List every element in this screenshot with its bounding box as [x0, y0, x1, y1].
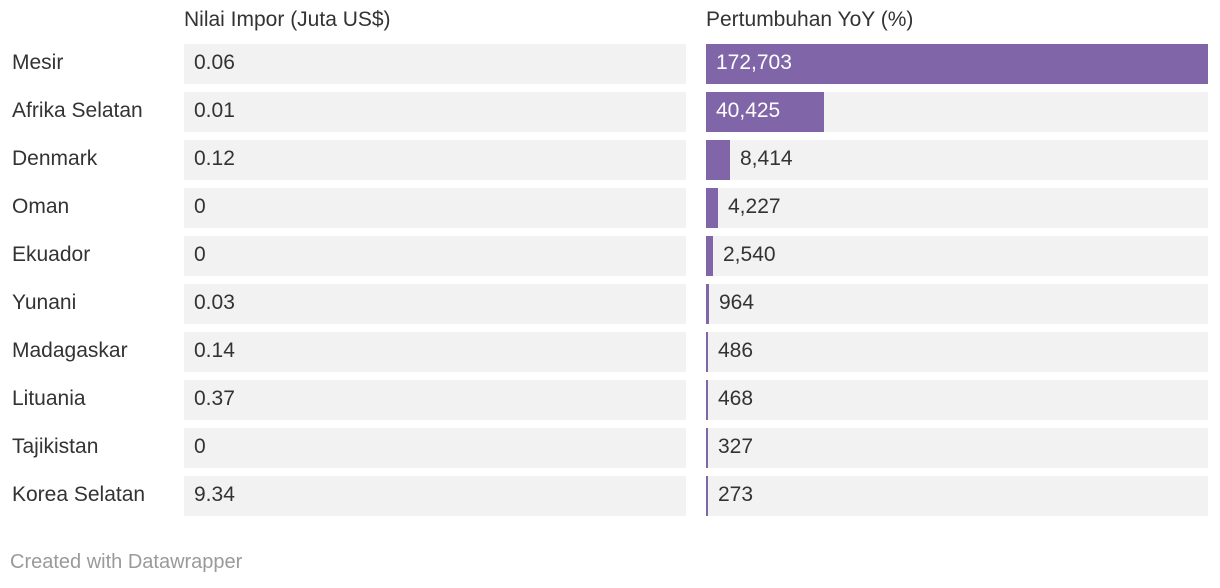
growth-cell: 40,425	[706, 92, 1208, 132]
country-label: Oman	[12, 195, 70, 218]
column-header-imports: Nilai Impor (Juta US$)	[184, 8, 391, 31]
country-label: Ekuador	[12, 243, 91, 266]
import-cell: 0	[184, 236, 686, 276]
table-row: Afrika Selatan 0.01 40,425	[0, 92, 1220, 132]
import-value: 0.01	[194, 99, 235, 122]
growth-bar	[706, 140, 730, 180]
growth-value: 2,540	[723, 243, 776, 266]
import-cell: 0	[184, 428, 686, 468]
table-row: Madagaskar 0.14 486	[0, 332, 1220, 372]
growth-cell: 8,414	[706, 140, 1208, 180]
country-label: Afrika Selatan	[12, 99, 143, 122]
table-row: Korea Selatan 9.34 273	[0, 476, 1220, 516]
data-table: Mesir 0.06 172,703 Afrika Selatan 0.01 40,425…	[0, 44, 1220, 524]
import-value: 0.12	[194, 147, 235, 170]
growth-bar	[706, 476, 708, 516]
import-cell: 0.03	[184, 284, 686, 324]
country-label: Lituania	[12, 387, 86, 410]
growth-value: 40,425	[716, 99, 781, 122]
import-value: 0	[194, 195, 206, 218]
import-cell: 0	[184, 188, 686, 228]
growth-cell: 273	[706, 476, 1208, 516]
import-value: 0.37	[194, 387, 235, 410]
import-value: 0.06	[194, 51, 235, 74]
growth-value: 4,227	[728, 195, 781, 218]
import-cell: 0.01	[184, 92, 686, 132]
table-row: Mesir 0.06 172,703	[0, 44, 1220, 84]
import-value: 0.14	[194, 339, 235, 362]
growth-cell: 172,703	[706, 44, 1208, 84]
growth-value: 273	[718, 483, 754, 506]
column-header-growth: Pertumbuhan YoY (%)	[706, 8, 914, 31]
growth-value: 8,414	[740, 147, 793, 170]
import-value: 0	[194, 243, 206, 266]
growth-cell: 486	[706, 332, 1208, 372]
country-label: Mesir	[12, 51, 64, 74]
growth-bar	[706, 332, 708, 372]
table-row: Yunani 0.03 964	[0, 284, 1220, 324]
growth-value: 486	[718, 339, 754, 362]
import-cell: 0.37	[184, 380, 686, 420]
import-cell: 0.12	[184, 140, 686, 180]
growth-bar	[706, 44, 1208, 84]
growth-bar	[706, 92, 824, 132]
growth-value: 172,703	[716, 51, 792, 74]
import-value: 0.03	[194, 291, 235, 314]
growth-cell: 327	[706, 428, 1208, 468]
country-label: Denmark	[12, 147, 98, 170]
growth-cell: 2,540	[706, 236, 1208, 276]
growth-bar	[706, 380, 708, 420]
growth-value: 964	[719, 291, 755, 314]
growth-cell: 4,227	[706, 188, 1208, 228]
growth-bar	[706, 188, 718, 228]
country-label: Tajikistan	[12, 435, 99, 458]
growth-cell: 468	[706, 380, 1208, 420]
import-cell: 9.34	[184, 476, 686, 516]
country-label: Korea Selatan	[12, 483, 146, 506]
country-label: Madagaskar	[12, 339, 128, 362]
import-cell: 0.06	[184, 44, 686, 84]
table-row: Denmark 0.12 8,414	[0, 140, 1220, 180]
import-value: 9.34	[194, 483, 235, 506]
import-value: 0	[194, 435, 206, 458]
footer-credit: Created with Datawrapper	[10, 551, 243, 573]
table-row: Lituania 0.37 468	[0, 380, 1220, 420]
table-row: Ekuador 0 2,540	[0, 236, 1220, 276]
growth-value: 468	[718, 387, 754, 410]
growth-bar	[706, 428, 708, 468]
table-row: Oman 0 4,227	[0, 188, 1220, 228]
growth-bar	[706, 284, 709, 324]
growth-bar	[706, 236, 713, 276]
growth-cell: 964	[706, 284, 1208, 324]
import-cell: 0.14	[184, 332, 686, 372]
table-row: Tajikistan 0 327	[0, 428, 1220, 468]
country-label: Yunani	[12, 291, 77, 314]
growth-value: 327	[718, 435, 754, 458]
